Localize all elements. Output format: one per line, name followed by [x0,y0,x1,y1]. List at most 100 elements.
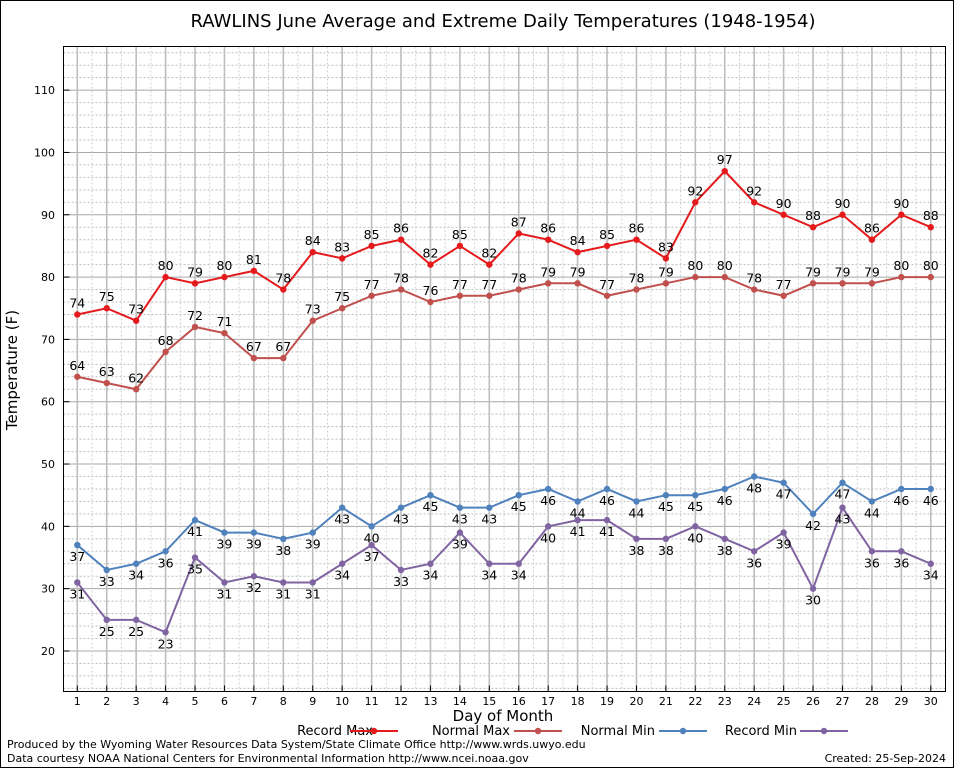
x-tick-label: 30 [924,695,938,708]
record-min-point [338,560,346,567]
normal-max-data-label: 80 [687,258,703,273]
normal-min-point [309,529,316,536]
record-min-point [633,535,640,543]
record-max-point [927,224,934,231]
record-max-data-label: 90 [776,196,792,211]
record-min-data-label: 43 [835,512,851,527]
record-max-data-label: 86 [864,221,880,236]
grid [63,46,946,692]
record-max-point [456,242,464,250]
normal-max-data-label: 64 [69,358,85,373]
record-max-data-label: 78 [275,271,291,286]
x-tick-label: 12 [394,695,408,708]
record-max-data-label: 83 [658,239,674,254]
normal-min-point [898,485,905,493]
normal-max-point [633,286,640,293]
record-min-line [76,505,932,634]
normal-min-point [544,485,552,493]
normal-max-data-label: 68 [158,333,174,348]
normal-max-point [368,292,375,299]
normal-max-point [162,348,169,356]
record-min-data-label: 25 [128,624,144,639]
normal-max-data-label: 77 [599,277,615,292]
normal-max-data-label: 63 [99,364,115,379]
x-tick-label: 14 [453,695,467,708]
normal-min-line [76,475,931,572]
record-min-point [250,573,258,580]
normal-min-point [780,479,787,486]
record-min-point [603,516,611,524]
record-max-data-label: 90 [835,196,851,211]
x-tick-label: 3 [133,695,140,708]
record-max-data-label: 86 [629,221,645,236]
x-tick-label: 6 [221,695,228,708]
normal-min-point [162,548,169,555]
record-min-data-label: 34 [481,568,497,583]
y-tick-label: 40 [41,520,55,533]
normal-min-data-label: 43 [393,512,409,527]
record-min-point [221,579,228,586]
record-max-data-label: 84 [305,233,321,248]
y-axis-label: Temperature (F) [3,310,21,431]
record-max-data-label: 88 [805,208,821,223]
normal-min-point [868,498,876,505]
record-min-data-label: 38 [717,543,733,558]
record-max-data-label: 90 [893,196,909,211]
normal-min-data-label: 39 [305,537,321,552]
record-max-data-label: 87 [511,214,527,229]
record-max-point [662,255,670,262]
normal-max-point [132,386,140,393]
y-tick-label: 90 [41,209,55,222]
normal-min-data-label: 37 [69,549,85,564]
record-min-point [486,560,493,567]
record-max-point [603,242,611,250]
record-min-data-label: 31 [275,586,291,601]
record-min-data-label: 40 [540,530,556,545]
x-tick-label: 22 [688,695,702,708]
record-max-point [250,267,258,275]
record-max-data-label: 86 [393,221,409,236]
normal-max-data-label: 79 [805,264,821,279]
record-max-point [633,236,640,243]
x-tick-label: 4 [162,695,169,708]
normal-min-point [191,516,199,524]
record-min-data-label: 34 [511,568,527,583]
normal-min-data-label: 45 [423,499,439,514]
record-max-data-label: 81 [246,252,262,267]
normal-max-data-label: 77 [776,277,792,292]
normal-max-point [750,286,758,293]
normal-max-point [221,329,228,337]
x-tick-label: 8 [280,695,287,708]
normal-max-data-label: 80 [923,258,939,273]
y-tick-label: 70 [41,333,55,346]
normal-min-point [486,504,493,511]
y-tick-label: 60 [41,396,55,409]
record-min-point [662,535,670,543]
record-max-point [162,273,169,281]
normal-max-data-label: 79 [570,264,586,279]
record-max-point [309,248,316,256]
record-min-data-label: 34 [334,568,350,583]
normal-max-point [456,292,464,299]
normal-max-data-label: 75 [334,289,350,304]
normal-min-point [515,491,522,499]
normal-min-data-label: 40 [364,530,380,545]
series-group [74,167,934,636]
normal-min-point [368,523,375,530]
normal-max-point [574,280,581,287]
normal-min-point [839,479,846,486]
record-max-data-label: 85 [599,227,615,242]
x-tick-label: 25 [777,695,791,708]
x-tick-label: 5 [192,695,199,708]
record-max-point [368,242,375,250]
x-tick-label: 7 [250,695,257,708]
normal-max-data-label: 79 [540,264,556,279]
record-max-data-label: 80 [158,258,174,273]
normal-min-data-label: 47 [835,487,851,502]
normal-min-point [132,560,140,567]
y-tick-label: 110 [34,84,55,97]
normal-max-data-label: 73 [305,302,321,317]
normal-min-point [603,485,611,493]
normal-max-point [809,280,817,287]
record-min-point [309,579,316,586]
